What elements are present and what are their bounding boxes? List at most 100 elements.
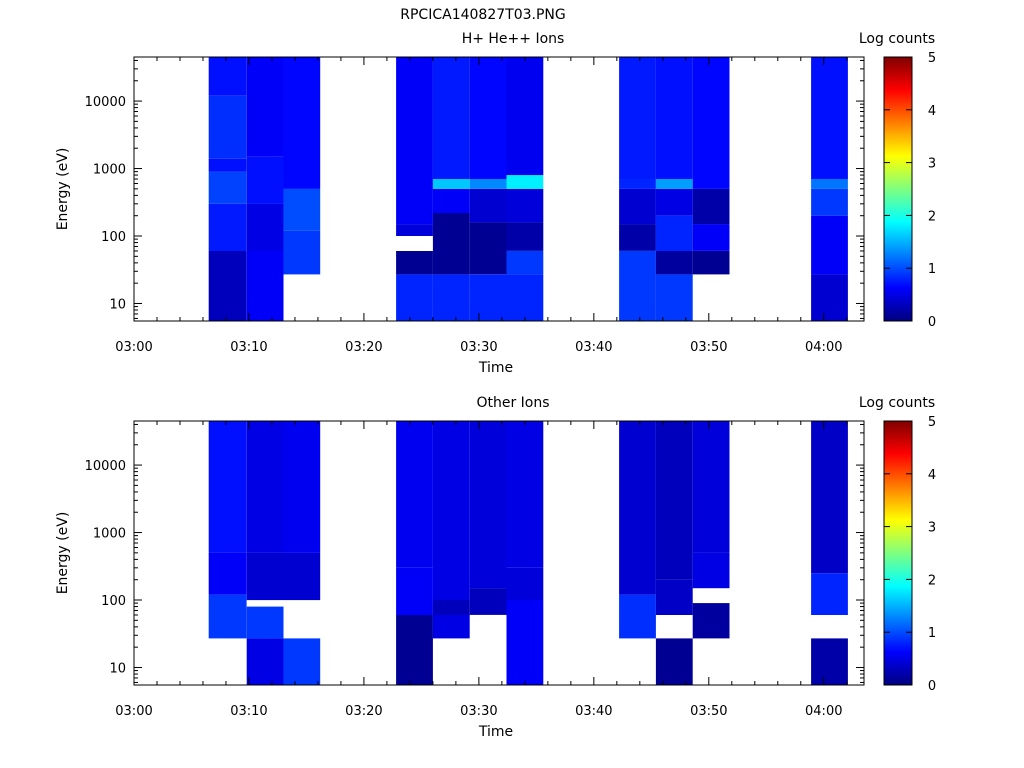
heatmap-cell xyxy=(469,57,507,179)
figure-title: RPCICA140827T03.PNG xyxy=(400,7,565,23)
x-tick-label: 03:10 xyxy=(230,704,267,719)
heatmap-cell xyxy=(432,179,470,189)
heatmap-cells xyxy=(208,57,848,321)
x-tick-label: 03:20 xyxy=(345,704,382,719)
heatmap-cell xyxy=(619,251,656,321)
x-axis-label: Time xyxy=(478,724,513,740)
heatmap-cell xyxy=(655,421,693,580)
colorbar-tick-label: 2 xyxy=(928,209,936,224)
heatmap-cell xyxy=(432,212,470,275)
panel-other-ions: 03:00 03:10 03:20 03:30 03:40 03:50 04:0010100… xyxy=(55,395,936,740)
panel-title: H+ He++ Ions xyxy=(462,31,565,47)
colorbar-tick-label: 5 xyxy=(928,51,936,66)
heatmap-cell xyxy=(208,171,247,204)
heatmap-cell xyxy=(655,579,693,615)
heatmap-cell xyxy=(811,573,848,615)
heatmap-cell xyxy=(396,251,433,275)
heatmap-cell xyxy=(655,188,693,216)
heatmap-cell xyxy=(432,600,470,615)
heatmap-cell xyxy=(432,615,470,639)
heatmap-cell xyxy=(692,57,730,189)
heatmap-cell xyxy=(506,567,544,600)
heatmap-cell xyxy=(692,188,730,225)
colorbar-tick-label: 3 xyxy=(928,521,936,536)
heatmap-cell xyxy=(692,251,730,275)
heatmap-cell xyxy=(283,421,321,553)
heatmap-cell xyxy=(655,215,693,251)
heatmap-cell xyxy=(283,188,321,231)
heatmap-cell xyxy=(655,638,693,685)
heatmap-cell xyxy=(432,188,470,213)
colorbar-tick-label: 4 xyxy=(928,468,936,483)
heatmap-cell xyxy=(506,188,544,223)
heatmap-cell xyxy=(208,251,247,321)
heatmap-cell xyxy=(246,552,284,601)
y-tick-label: 100 xyxy=(101,230,126,245)
heatmap-cell xyxy=(655,179,693,189)
y-tick-label: 1000 xyxy=(93,527,126,542)
heatmap-cell xyxy=(283,230,321,275)
heatmap-cell xyxy=(619,188,656,225)
heatmap-cell xyxy=(692,552,730,589)
x-tick-label: 03:30 xyxy=(460,340,497,355)
heatmap-cell xyxy=(811,421,848,574)
heatmap-cell xyxy=(506,57,544,176)
panel-title: Other Ions xyxy=(476,395,549,411)
heatmap-cell xyxy=(283,638,321,685)
heatmap-cell xyxy=(432,274,470,321)
heatmap-cell xyxy=(469,274,507,321)
heatmap-cell xyxy=(246,57,284,157)
x-tick-label: 03:40 xyxy=(575,704,612,719)
heatmap-cell xyxy=(246,421,284,553)
heatmap-cell xyxy=(692,224,730,251)
heatmap-cell xyxy=(208,203,247,251)
heatmap-cell xyxy=(432,57,470,179)
heatmap-cell xyxy=(506,222,544,251)
panel-h-he-ions: 03:00 03:10 03:20 03:30 03:40 03:50 04:0010100… xyxy=(55,31,936,376)
x-tick-label: 03:30 xyxy=(460,704,497,719)
heatmap-cell xyxy=(208,95,247,159)
heatmap-cell xyxy=(619,421,656,595)
heatmap-cell xyxy=(506,251,544,275)
heatmap-cell xyxy=(655,274,693,321)
heatmap-cell xyxy=(811,638,848,685)
heatmap-cell xyxy=(246,606,284,639)
heatmap-cell xyxy=(811,215,848,275)
heatmap-cell xyxy=(208,594,247,639)
heatmap-cell xyxy=(469,222,507,275)
colorbar-tick-label: 0 xyxy=(928,315,936,330)
colorbar-tick-label: 4 xyxy=(928,104,936,119)
colorbar-tick-label: 3 xyxy=(928,157,936,172)
x-tick-label: 04:00 xyxy=(805,340,842,355)
heatmap-cell xyxy=(619,57,656,179)
heatmap-cell xyxy=(246,251,284,321)
heatmap-cell xyxy=(283,552,321,601)
x-tick-label: 03:00 xyxy=(115,340,152,355)
heatmap-cell xyxy=(692,421,730,553)
colorbar xyxy=(883,56,913,322)
heatmap-cell xyxy=(396,224,433,236)
x-tick-label: 03:40 xyxy=(575,340,612,355)
heatmap-cell xyxy=(208,57,247,96)
colorbar-tick-label: 5 xyxy=(928,415,936,430)
y-tick-label: 1000 xyxy=(93,163,126,178)
heatmap-cell xyxy=(655,251,693,275)
heatmap-cell xyxy=(619,224,656,251)
heatmap-cell xyxy=(208,552,247,595)
colorbar-tick-label: 1 xyxy=(928,262,936,277)
heatmap-cells xyxy=(208,421,848,685)
heatmap-cell xyxy=(469,421,507,589)
y-tick-label: 10000 xyxy=(85,459,126,474)
y-tick-label: 10 xyxy=(109,661,126,676)
heatmap-cell xyxy=(655,57,693,179)
x-tick-label: 03:50 xyxy=(690,704,727,719)
heatmap-cell xyxy=(811,274,848,321)
x-tick-label: 03:00 xyxy=(115,704,152,719)
heatmap-cell xyxy=(396,274,433,321)
y-axis-label: Energy (eV) xyxy=(55,512,71,595)
heatmap-cell xyxy=(246,638,284,685)
x-tick-label: 03:50 xyxy=(690,340,727,355)
heatmap-cell xyxy=(208,421,247,553)
colorbar-label: Log counts xyxy=(859,31,935,47)
